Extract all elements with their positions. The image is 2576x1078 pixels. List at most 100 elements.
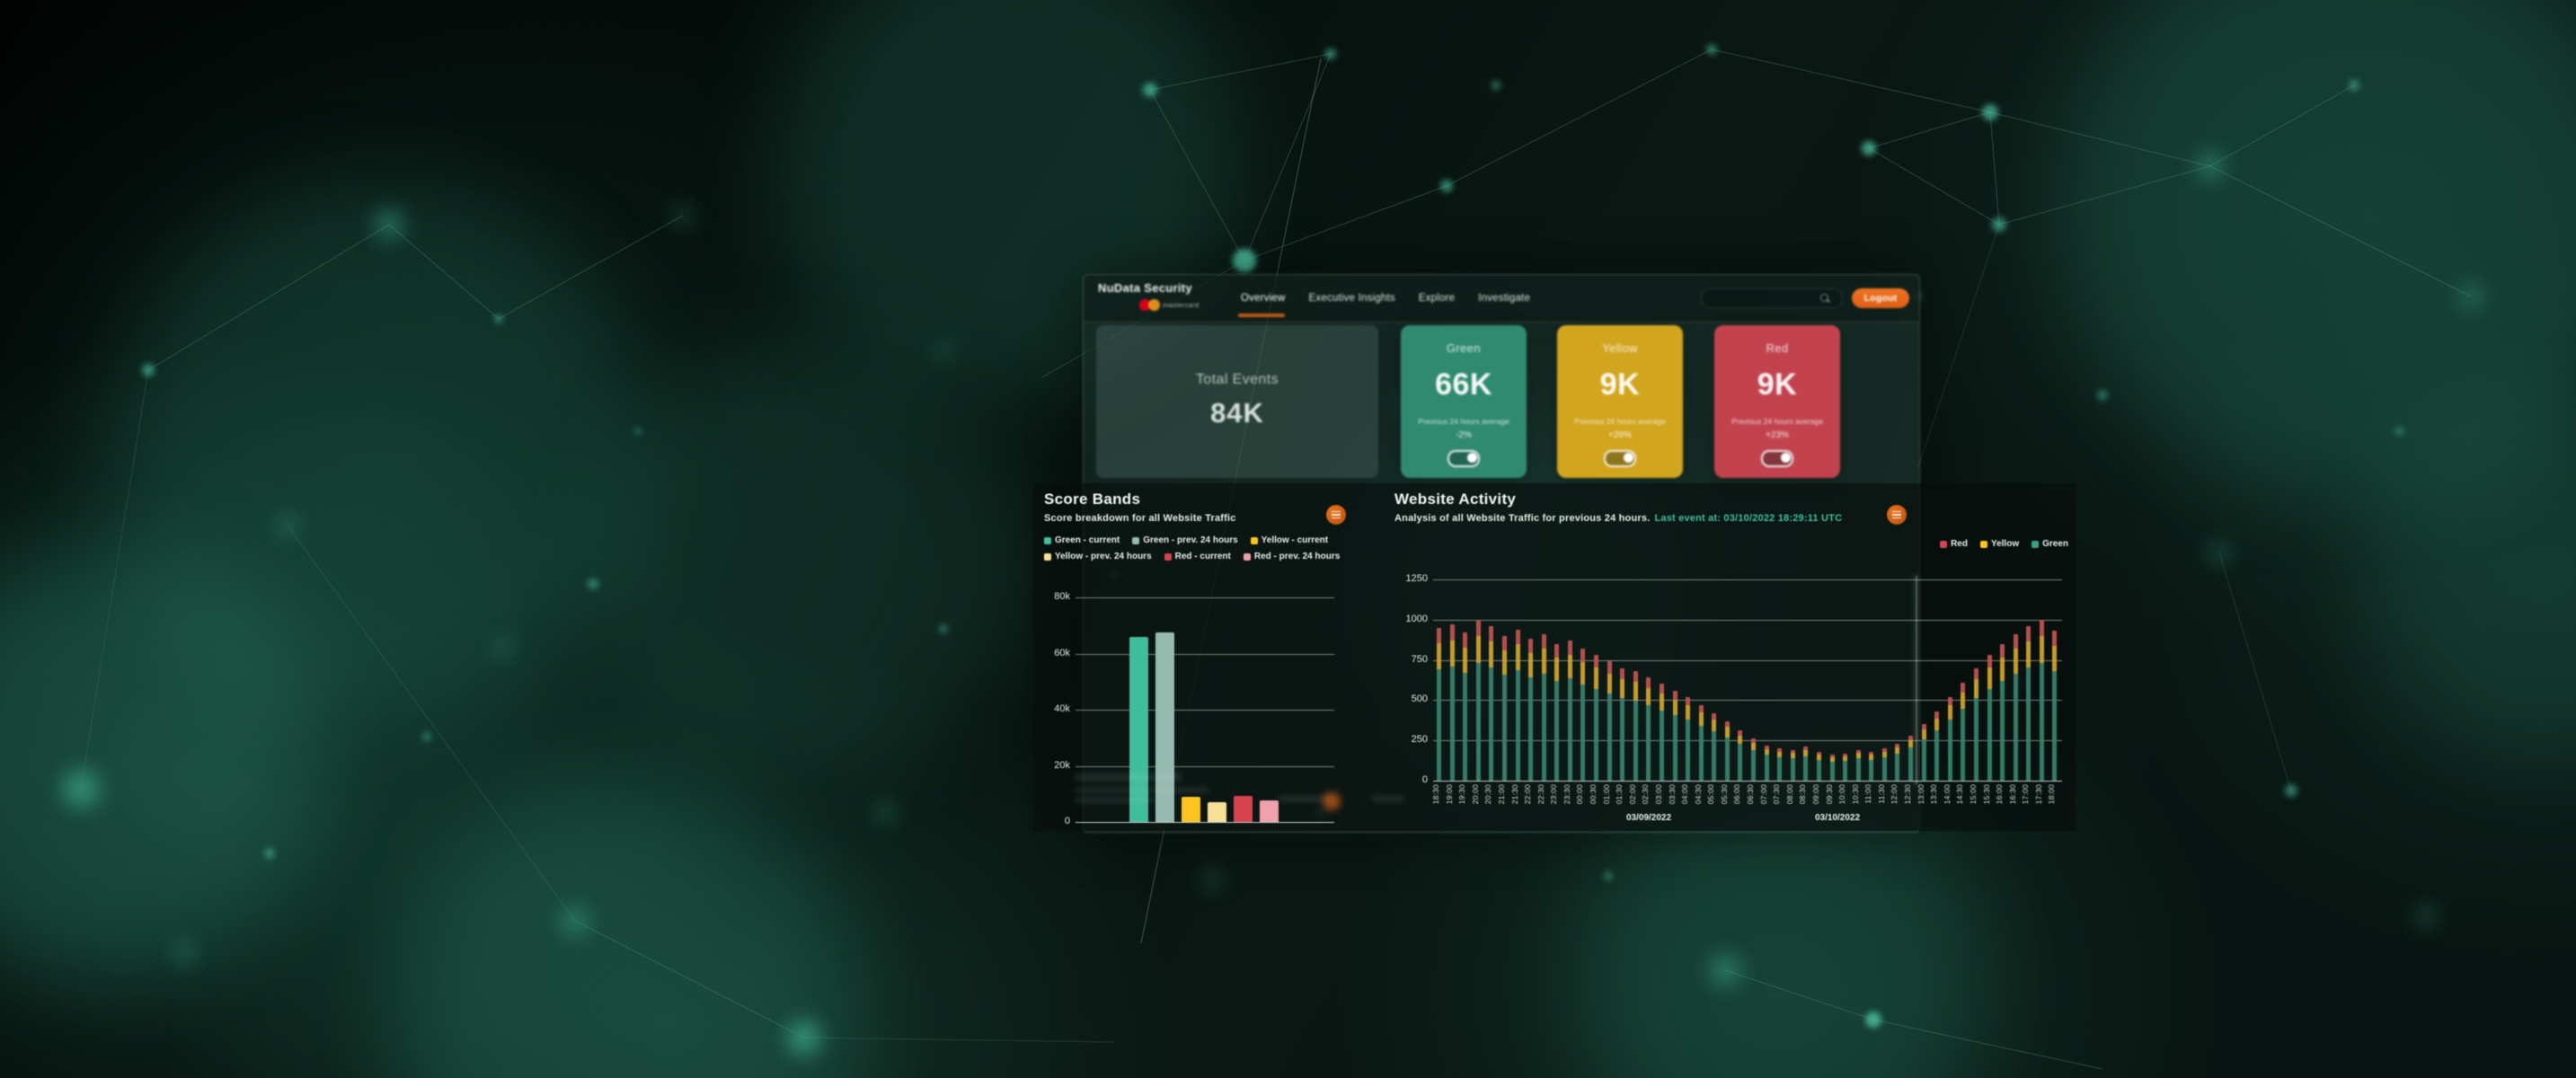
activity-bar[interactable] bbox=[1961, 682, 1966, 781]
card-green-toggle[interactable] bbox=[1447, 450, 1480, 467]
y-axis-tick-label: 0 bbox=[1421, 774, 1428, 785]
y-axis-tick-label: 1000 bbox=[1405, 613, 1428, 624]
activity-bar[interactable] bbox=[1724, 720, 1730, 781]
activity-bar[interactable] bbox=[1501, 635, 1507, 781]
activity-bar[interactable] bbox=[1515, 629, 1520, 781]
legend-item[interactable]: Red bbox=[1940, 539, 1968, 549]
activity-bar[interactable] bbox=[1751, 738, 1756, 781]
activity-bar[interactable] bbox=[1790, 749, 1795, 781]
activity-bar[interactable] bbox=[1777, 748, 1783, 781]
search-input[interactable] bbox=[1701, 288, 1843, 308]
score-band-bar[interactable] bbox=[1182, 797, 1200, 822]
activity-bar[interactable] bbox=[1698, 704, 1704, 781]
score-band-bar[interactable] bbox=[1155, 632, 1174, 822]
score-band-bar[interactable] bbox=[1234, 795, 1253, 822]
nav-item-investigate[interactable]: Investigate bbox=[1478, 293, 1531, 304]
activity-bar[interactable] bbox=[1607, 661, 1612, 781]
x-axis-time-label: 01:00 bbox=[1601, 784, 1611, 805]
legend-item[interactable]: Yellow - current bbox=[1250, 535, 1329, 545]
activity-bar[interactable] bbox=[2052, 631, 2058, 781]
score-band-bar[interactable] bbox=[1208, 801, 1226, 822]
legend-swatch-icon bbox=[1979, 540, 1987, 548]
x-axis-time-label: 15:30 bbox=[1981, 784, 1991, 805]
legend-item[interactable]: Red - prev. 24 hours bbox=[1243, 552, 1340, 561]
window-edge-streak bbox=[1916, 576, 1917, 784]
activity-bar[interactable] bbox=[1881, 748, 1887, 781]
navbar: NuData Security mastercard Overview Exec… bbox=[1084, 275, 1919, 323]
legend-label: Green - current bbox=[1055, 535, 1120, 545]
activity-bar[interactable] bbox=[1947, 696, 1952, 781]
activity-bar[interactable] bbox=[1829, 755, 1835, 781]
website-activity-menu-button[interactable] bbox=[1887, 505, 1907, 525]
activity-bar[interactable] bbox=[1816, 751, 1821, 781]
activity-bar[interactable] bbox=[2026, 625, 2032, 781]
activity-bar[interactable] bbox=[1803, 747, 1809, 781]
activity-bar[interactable] bbox=[1541, 633, 1546, 781]
activity-bar[interactable] bbox=[1987, 655, 1992, 781]
score-bands-chart: 0 20k 40k 60k 80k bbox=[1054, 575, 1334, 826]
activity-bar[interactable] bbox=[1449, 624, 1455, 781]
activity-bar[interactable] bbox=[2013, 633, 2018, 781]
activity-bar[interactable] bbox=[1973, 667, 1978, 781]
card-red-value: 9K bbox=[1757, 367, 1798, 402]
activity-bar[interactable] bbox=[1463, 632, 1468, 781]
activity-bar[interactable] bbox=[1764, 745, 1769, 781]
activity-bar[interactable] bbox=[1633, 671, 1638, 781]
x-axis-time-label: 16:00 bbox=[1995, 784, 2005, 805]
website-activity-subtitle: Analysis of all Website Traffic for prev… bbox=[1394, 513, 1842, 524]
activity-bar[interactable] bbox=[1869, 751, 1874, 781]
search-icon[interactable] bbox=[1820, 294, 1828, 302]
activity-bar[interactable] bbox=[1843, 753, 1848, 781]
activity-bar[interactable] bbox=[2000, 643, 2005, 781]
card-yellow[interactable]: Yellow 9K Previous 24 hours average +26% bbox=[1557, 325, 1683, 478]
activity-bar[interactable] bbox=[1646, 677, 1651, 781]
legend-item[interactable]: Yellow - prev. 24 hours bbox=[1044, 552, 1152, 561]
activity-bar[interactable] bbox=[1895, 743, 1900, 781]
activity-bar[interactable] bbox=[1489, 625, 1494, 781]
last-event-timestamp: Last event at: 03/10/2022 18:29:11 UTC bbox=[1654, 513, 1843, 524]
activity-bar[interactable] bbox=[1475, 619, 1481, 781]
brand-name: NuData Security bbox=[1098, 281, 1192, 295]
score-bands-menu-button[interactable] bbox=[1326, 505, 1346, 525]
activity-bar[interactable] bbox=[1528, 639, 1534, 781]
logout-button[interactable]: Logout bbox=[1852, 288, 1909, 308]
activity-bar[interactable] bbox=[1554, 643, 1560, 781]
legend-label: Yellow - current bbox=[1261, 535, 1329, 545]
score-band-bar[interactable] bbox=[1260, 800, 1279, 822]
card-red-title: Red bbox=[1766, 341, 1789, 355]
score-band-bar[interactable] bbox=[1129, 636, 1148, 822]
legend-item[interactable]: Green - current bbox=[1044, 535, 1120, 545]
activity-bar[interactable] bbox=[1594, 655, 1598, 781]
card-red-toggle[interactable] bbox=[1761, 450, 1793, 467]
legend-item[interactable]: Red - current bbox=[1164, 552, 1231, 561]
card-green[interactable]: Green 66K Previous 24 hours average -2% bbox=[1401, 325, 1527, 478]
legend-swatch-icon bbox=[1250, 536, 1258, 544]
activity-bar[interactable] bbox=[1712, 712, 1717, 781]
activity-bar[interactable] bbox=[1855, 749, 1861, 781]
activity-bar[interactable] bbox=[1567, 641, 1572, 781]
activity-bar[interactable] bbox=[1580, 649, 1586, 781]
card-yellow-toggle[interactable] bbox=[1604, 450, 1636, 467]
activity-bar[interactable] bbox=[1659, 684, 1664, 781]
activity-bar[interactable] bbox=[1686, 696, 1691, 781]
activity-bar[interactable] bbox=[1738, 730, 1743, 781]
activity-bar[interactable] bbox=[1921, 724, 1926, 781]
activity-bar[interactable] bbox=[1620, 667, 1625, 781]
nav-item-executive-insights[interactable]: Executive Insights bbox=[1308, 293, 1395, 304]
activity-bar[interactable] bbox=[2039, 619, 2044, 781]
legend-item[interactable]: Green bbox=[2032, 539, 2068, 549]
legend-swatch-icon bbox=[1940, 540, 1948, 548]
legend-item[interactable]: Yellow bbox=[1979, 539, 2019, 549]
x-axis-time-label: 21:30 bbox=[1509, 784, 1519, 805]
activity-bar[interactable] bbox=[1934, 711, 1940, 781]
legend-item[interactable]: Green - prev. 24 hours bbox=[1132, 535, 1238, 545]
nav-item-overview[interactable]: Overview bbox=[1241, 293, 1286, 304]
nav-item-explore[interactable]: Explore bbox=[1418, 293, 1456, 304]
activity-bar[interactable] bbox=[1672, 690, 1677, 781]
card-red[interactable]: Red 9K Previous 24 hours average +23% bbox=[1714, 325, 1840, 478]
activity-bar[interactable] bbox=[1908, 735, 1913, 781]
x-axis-date-label: 03/09/2022 bbox=[1626, 813, 1672, 823]
x-axis-time-label: 14:00 bbox=[1942, 784, 1952, 805]
ghost-orange-dot bbox=[1323, 792, 1341, 810]
activity-bar[interactable] bbox=[1437, 627, 1441, 781]
